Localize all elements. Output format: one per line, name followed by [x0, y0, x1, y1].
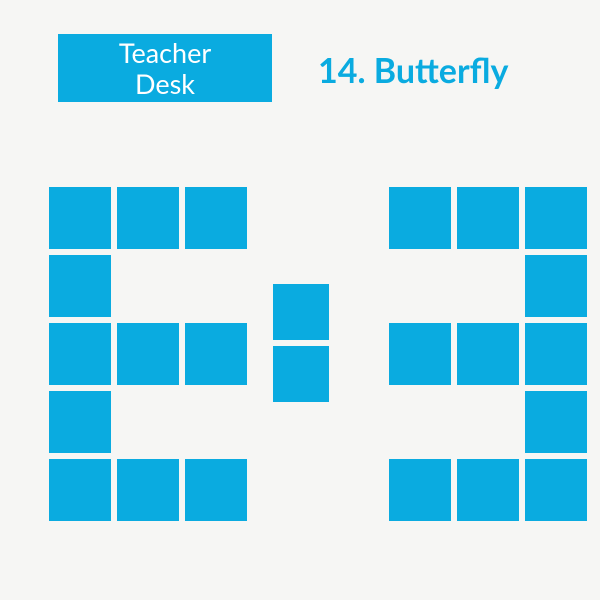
seat: [457, 459, 519, 521]
seat: [389, 187, 451, 249]
seat: [457, 323, 519, 385]
seat: [49, 323, 111, 385]
seating-diagram: Teacher Desk 14. Butterfly: [0, 0, 600, 600]
teacher-desk: Teacher Desk: [58, 34, 272, 102]
seat: [49, 255, 111, 317]
seat: [525, 255, 587, 317]
seat: [525, 323, 587, 385]
seat: [117, 459, 179, 521]
seat: [525, 187, 587, 249]
seat: [389, 459, 451, 521]
seat: [525, 459, 587, 521]
seat: [117, 323, 179, 385]
seat: [49, 187, 111, 249]
seat: [49, 459, 111, 521]
seat: [185, 323, 247, 385]
seat-center: [273, 284, 329, 340]
seat-center: [273, 346, 329, 402]
teacher-desk-label: Teacher Desk: [119, 37, 211, 99]
seat: [525, 391, 587, 453]
seat: [117, 187, 179, 249]
layout-title: 14. Butterfly: [318, 50, 508, 91]
seat: [49, 391, 111, 453]
seat: [457, 187, 519, 249]
seat: [185, 187, 247, 249]
seat: [185, 459, 247, 521]
seat: [389, 323, 451, 385]
